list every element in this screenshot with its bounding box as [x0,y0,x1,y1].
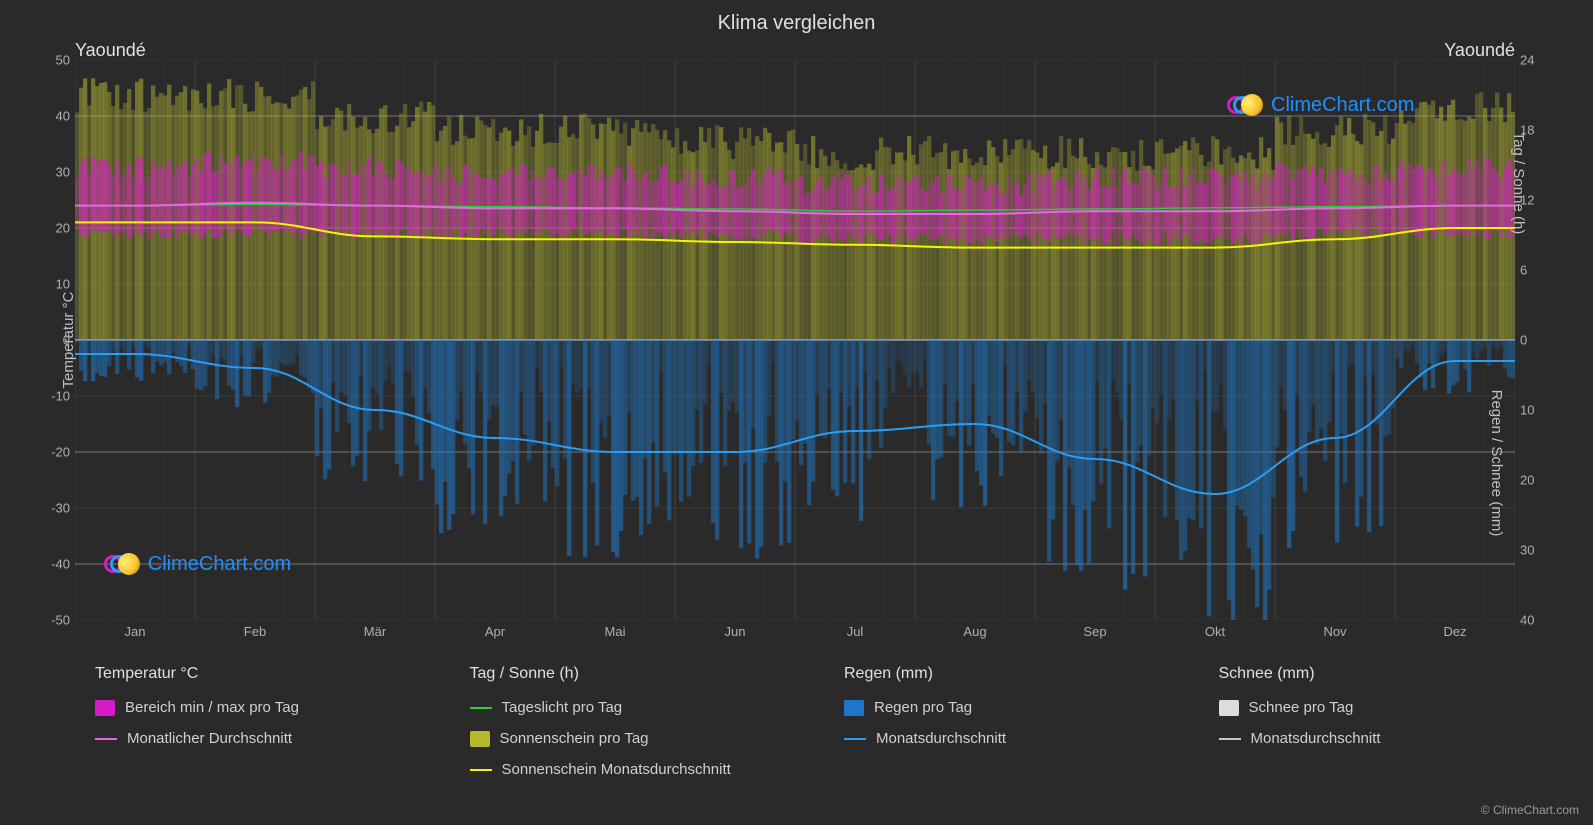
x-tick-label: Mär [364,624,386,639]
legend-swatch-icon [844,700,864,716]
y-left-tick-label: 0 [40,333,70,348]
location-label-left: Yaoundé [75,40,146,61]
legend-line-icon [470,769,492,771]
x-tick-label: Aug [963,624,986,639]
y-right-tick-label: 10 [1520,403,1550,418]
legend-line-icon [1219,738,1241,740]
y-left-tick-label: 30 [40,165,70,180]
legend-group-header: Schnee (mm) [1219,665,1554,683]
plot-svg [75,60,1515,620]
y-right-tick-label: 6 [1520,263,1550,278]
legend-swatch-icon [95,700,115,716]
legend-item: Monatlicher Durchschnitt [95,730,430,747]
legend: Temperatur °C Bereich min / max pro Tag Mo… [95,665,1553,778]
legend-item-label: Sonnenschein Monatsdurchschnitt [502,761,731,778]
legend-group: Schnee (mm) Schnee pro Tag Monatsdurchschn… [1219,665,1554,778]
copyright-notice: © ClimeChart.com [1481,803,1579,817]
x-tick-label: Okt [1205,624,1225,639]
x-axis-ticks: Jan Feb Mär Apr Mai Jun Jul Aug Sep Okt Nov Dez [75,624,1515,644]
legend-item-label: Schnee pro Tag [1249,699,1354,716]
y-right-tick-label: 0 [1520,333,1550,348]
legend-item: Regen pro Tag [844,699,1179,716]
y-left-tick-label: -30 [40,501,70,516]
y-axis-right-bot-label: Regen / Schnee (mm) [1488,390,1505,537]
chart-title: Klima vergleichen [0,0,1593,35]
logo-text: ClimeChart.com [1271,94,1414,117]
y-right-tick-label: 40 [1520,613,1550,628]
legend-item-label: Bereich min / max pro Tag [125,699,299,716]
legend-group: Temperatur °C Bereich min / max pro Tag Mo… [95,665,430,778]
legend-item-label: Monatsdurchschnitt [876,730,1006,747]
legend-swatch-icon [470,731,490,747]
watermark-logo: ClimeChart.com [104,553,291,576]
y-right-tick-label: 12 [1520,193,1550,208]
legend-swatch-icon [1219,700,1239,716]
y-right-tick-label: 24 [1520,53,1550,68]
x-tick-label: Sep [1083,624,1106,639]
legend-item: Schnee pro Tag [1219,699,1554,716]
legend-item-label: Monatlicher Durchschnitt [127,730,292,747]
legend-item-label: Monatsdurchschnitt [1251,730,1381,747]
logo-text: ClimeChart.com [148,553,291,576]
logo-icon [104,553,140,575]
y-left-tick-label: 20 [40,221,70,236]
legend-group: Tag / Sonne (h) Tageslicht pro Tag Sonnens… [470,665,805,778]
legend-group-header: Temperatur °C [95,665,430,683]
legend-line-icon [844,738,866,740]
legend-item: Bereich min / max pro Tag [95,699,430,716]
x-tick-label: Dez [1443,624,1466,639]
watermark-logo: ClimeChart.com [1227,94,1414,117]
legend-item: Sonnenschein pro Tag [470,730,805,747]
y-right-tick-label: 20 [1520,473,1550,488]
y-axis-right-top-label: Tag / Sonne (h) [1510,132,1527,235]
y-left-tick-label: -10 [40,389,70,404]
legend-item-label: Tageslicht pro Tag [502,699,623,716]
x-tick-label: Jan [125,624,146,639]
y-left-tick-label: -40 [40,557,70,572]
legend-item: Monatsdurchschnitt [844,730,1179,747]
x-tick-label: Nov [1323,624,1346,639]
legend-group-header: Regen (mm) [844,665,1179,683]
y-left-tick-label: -20 [40,445,70,460]
logo-icon [1227,94,1263,116]
x-tick-label: Apr [485,624,505,639]
y-left-tick-label: -50 [40,613,70,628]
y-right-tick-label: 18 [1520,123,1550,138]
legend-item: Tageslicht pro Tag [470,699,805,716]
legend-item: Sonnenschein Monatsdurchschnitt [470,761,805,778]
legend-item-label: Regen pro Tag [874,699,972,716]
x-tick-label: Jun [725,624,746,639]
legend-group: Regen (mm) Regen pro Tag Monatsdurchschnit… [844,665,1179,778]
y-left-tick-label: 40 [40,109,70,124]
legend-group-header: Tag / Sonne (h) [470,665,805,683]
y-left-tick-label: 10 [40,277,70,292]
legend-line-icon [470,707,492,709]
legend-item: Monatsdurchschnitt [1219,730,1554,747]
x-tick-label: Jul [847,624,864,639]
legend-item-label: Sonnenschein pro Tag [500,730,649,747]
x-tick-label: Mai [605,624,626,639]
x-tick-label: Feb [244,624,266,639]
y-right-tick-label: 30 [1520,543,1550,558]
legend-line-icon [95,738,117,740]
chart-area: Yaoundé Yaoundé Temperatur °C Tag / Sonn… [75,60,1515,620]
y-left-tick-label: 50 [40,53,70,68]
location-label-right: Yaoundé [1444,40,1515,61]
